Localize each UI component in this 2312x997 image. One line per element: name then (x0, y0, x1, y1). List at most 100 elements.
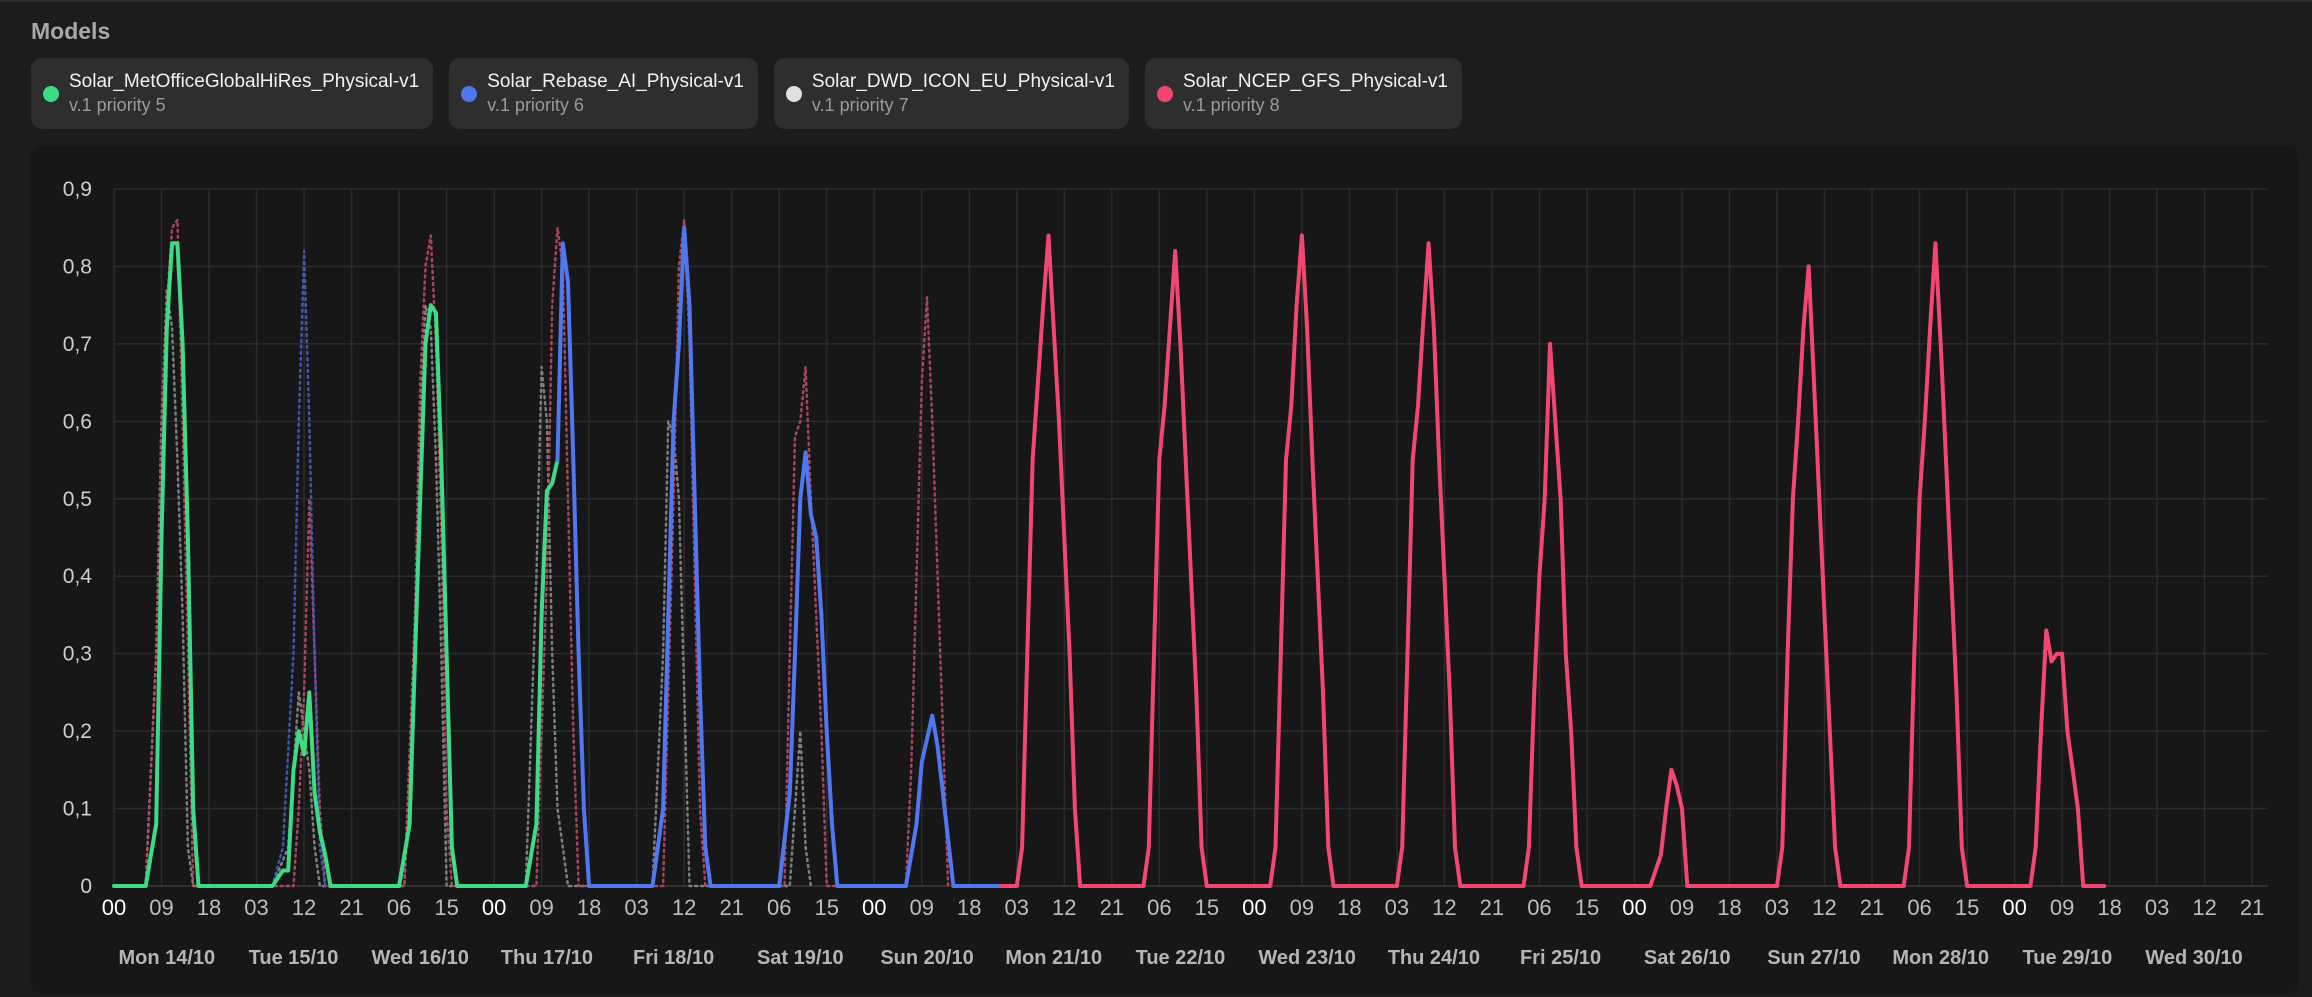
rebase-color-dot (461, 85, 478, 102)
model-chip-priority: v.1 priority 7 (811, 95, 909, 115)
day-label: Wed 16/10 (371, 947, 468, 969)
model-chip-name: Solar_DWD_ICON_EU_Physical-v1 (811, 71, 1115, 92)
chart-panel (31, 146, 2299, 994)
metoffice-color-dot (43, 85, 59, 102)
x-tick-label: 12 (292, 895, 316, 920)
x-axis-day-labels: Mon 14/10 Tue 15/10 Wed 16/10 Thu 17/10 Fri … (118, 947, 2242, 969)
day-label: Sun 20/10 (880, 947, 973, 969)
x-tick-label: 18 (2097, 895, 2121, 920)
y-tick-label: 0,1 (63, 798, 92, 821)
y-tick-label: 0,9 (63, 178, 92, 201)
model-chip-priority: v.1 priority 5 (69, 95, 166, 115)
x-tick-label: 15 (434, 895, 458, 920)
x-tick-label: 12 (1812, 895, 1836, 920)
x-tick-label: 18 (1337, 895, 1361, 920)
day-label: Sat 19/10 (757, 947, 844, 969)
x-tick-label: 21 (1100, 895, 1124, 920)
x-tick-label: 09 (1670, 895, 1694, 920)
x-tick-label: 03 (1765, 895, 1789, 920)
day-label: Tue 22/10 (1136, 947, 1226, 969)
x-tick-label: 00 (102, 895, 126, 920)
y-tick-label: 0,7 (63, 333, 92, 356)
day-label: Thu 17/10 (501, 947, 593, 969)
top-divider (0, 0, 2312, 2)
x-tick-label: 06 (1527, 895, 1551, 920)
x-tick-label: 00 (2002, 895, 2026, 920)
y-axis-ticks: 0 0,1 0,2 0,3 0,4 0,5 0,6 0,7 0,8 0,9 (63, 178, 93, 898)
dwd-color-dot (785, 85, 802, 102)
x-tick-label: 00 (482, 895, 506, 920)
day-label: Sun 27/10 (1767, 947, 1860, 969)
x-tick-label: 12 (1432, 895, 1456, 920)
ncep-color-dot (1156, 85, 1173, 102)
y-tick-label: 0,5 (63, 488, 92, 511)
x-tick-label: 18 (197, 895, 221, 920)
x-tick-label: 09 (910, 895, 934, 920)
day-label: Fri 18/10 (633, 947, 714, 969)
x-tick-label: 03 (244, 895, 268, 920)
x-tick-label: 00 (1242, 895, 1266, 920)
chart-grid (113, 188, 2268, 887)
model-chip-metoffice[interactable]: Solar_MetOfficeGlobalHiRes_Physical-v1 v… (31, 58, 434, 129)
model-chip-name: Solar_NCEP_GFS_Physical-v1 (1182, 71, 1448, 92)
x-tick-label: 21 (719, 895, 743, 920)
day-label: Fri 25/10 (1520, 947, 1601, 969)
x-tick-label: 12 (2192, 895, 2216, 920)
x-tick-label: 15 (1955, 895, 1979, 920)
x-tick-label: 21 (2240, 895, 2264, 920)
x-tick-label: 06 (1907, 895, 1931, 920)
day-label: Tue 15/10 (249, 947, 339, 969)
y-tick-label: 0 (80, 875, 92, 898)
x-tick-label: 06 (767, 895, 791, 920)
x-tick-label: 21 (1860, 895, 1884, 920)
model-chip-name: Solar_MetOfficeGlobalHiRes_Physical-v1 (69, 71, 420, 92)
x-tick-label: 15 (1575, 895, 1599, 920)
x-axis-hour-ticks: 00 09 18 03 12 21 06 15 00 09 18 03 12 21 06 15 00 09 18 03… (102, 895, 2265, 920)
model-chip-priority: v.1 priority 8 (1182, 95, 1280, 115)
y-tick-label: 0,4 (63, 565, 93, 588)
model-chip-priority: v.1 priority 6 (487, 95, 584, 115)
x-tick-label: 03 (1005, 895, 1029, 920)
section-title: Models (31, 18, 111, 44)
x-tick-label: 18 (577, 895, 601, 920)
day-label: Mon 21/10 (1005, 947, 1102, 969)
series-line-solar-rebase-ai-physical-v1 (555, 225, 1003, 888)
model-chip-name: Solar_Rebase_AI_Physical-v1 (487, 71, 744, 92)
x-tick-label: 06 (1147, 895, 1171, 920)
x-tick-label: 15 (1195, 895, 1219, 920)
x-tick-label: 03 (1385, 895, 1409, 920)
series-line-solar-ncep-gfs-physical-v1 (998, 233, 2107, 888)
model-chip-rebase[interactable]: Solar_Rebase_AI_Physical-v1 v.1 priority… (449, 58, 758, 129)
x-tick-label: 18 (957, 895, 981, 920)
x-tick-label: 12 (672, 895, 696, 920)
x-tick-label: 09 (2050, 895, 2074, 920)
series-lines (112, 218, 2107, 888)
x-tick-label: 09 (1290, 895, 1314, 920)
day-label: Thu 24/10 (1388, 947, 1480, 969)
model-chip-dwd[interactable]: Solar_DWD_ICON_EU_Physical-v1 v.1 priori… (773, 58, 1129, 129)
x-tick-label: 06 (387, 895, 411, 920)
y-tick-label: 0,8 (63, 255, 92, 278)
x-tick-label: 09 (529, 895, 553, 920)
model-legend: Solar_MetOfficeGlobalHiRes_Physical-v1 v… (31, 58, 1462, 129)
model-chip-ncep[interactable]: Solar_NCEP_GFS_Physical-v1 v.1 priority … (1144, 58, 1462, 129)
x-tick-label: 00 (862, 895, 886, 920)
x-tick-label: 21 (1480, 895, 1504, 920)
x-tick-label: 09 (149, 895, 173, 920)
day-label: Mon 14/10 (118, 947, 215, 969)
series-line-solar-ncep-gfs-physical-v1-dotted (144, 218, 950, 888)
x-tick-label: 21 (339, 895, 363, 920)
x-tick-label: 03 (2145, 895, 2169, 920)
x-tick-label: 03 (624, 895, 648, 920)
day-label: Wed 30/10 (2145, 947, 2242, 969)
y-tick-label: 0,3 (63, 643, 92, 666)
day-label: Tue 29/10 (2023, 947, 2113, 969)
x-tick-label: 15 (814, 895, 838, 920)
series-line-solar-metofficeglobalhires-physical-v1 (112, 241, 560, 888)
y-tick-label: 0,6 (63, 410, 92, 433)
x-tick-label: 00 (1622, 895, 1646, 920)
day-label: Wed 23/10 (1258, 947, 1355, 969)
day-label: Sat 26/10 (1644, 947, 1731, 969)
day-label: Mon 28/10 (1892, 947, 1989, 969)
